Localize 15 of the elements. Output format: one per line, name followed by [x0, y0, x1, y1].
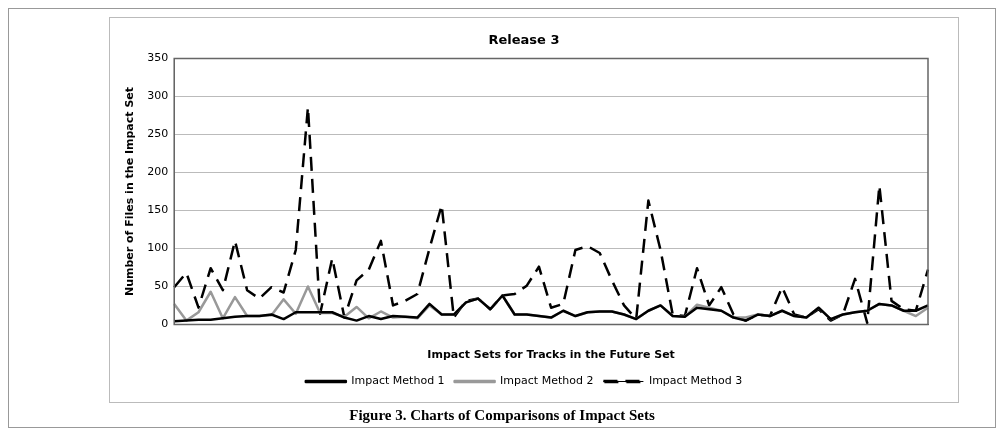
- y-tick-label: 350: [147, 51, 169, 65]
- y-tick-label: 250: [147, 127, 169, 141]
- legend-label: Impact Method 2: [500, 374, 594, 388]
- caption: Figure 3. Charts of Comparisons of Impact Sets: [348, 407, 656, 424]
- chart-title: Release 3: [488, 32, 560, 48]
- y-axis-title: Number of Files in the Impact Set: [123, 86, 137, 297]
- x-axis-title: Impact Sets for Tracks in the Future Set: [427, 348, 675, 362]
- y-tick-label: 50: [154, 279, 169, 293]
- y-tick-label: 100: [147, 241, 169, 255]
- y-tick-label: 300: [147, 89, 169, 103]
- legend-label: Impact Method 1: [351, 374, 445, 388]
- y-tick-label: 200: [147, 165, 169, 179]
- legend-label: Impact Method 3: [648, 374, 743, 388]
- y-tick-label: 150: [147, 203, 169, 217]
- y-tick-label: 0: [161, 317, 169, 331]
